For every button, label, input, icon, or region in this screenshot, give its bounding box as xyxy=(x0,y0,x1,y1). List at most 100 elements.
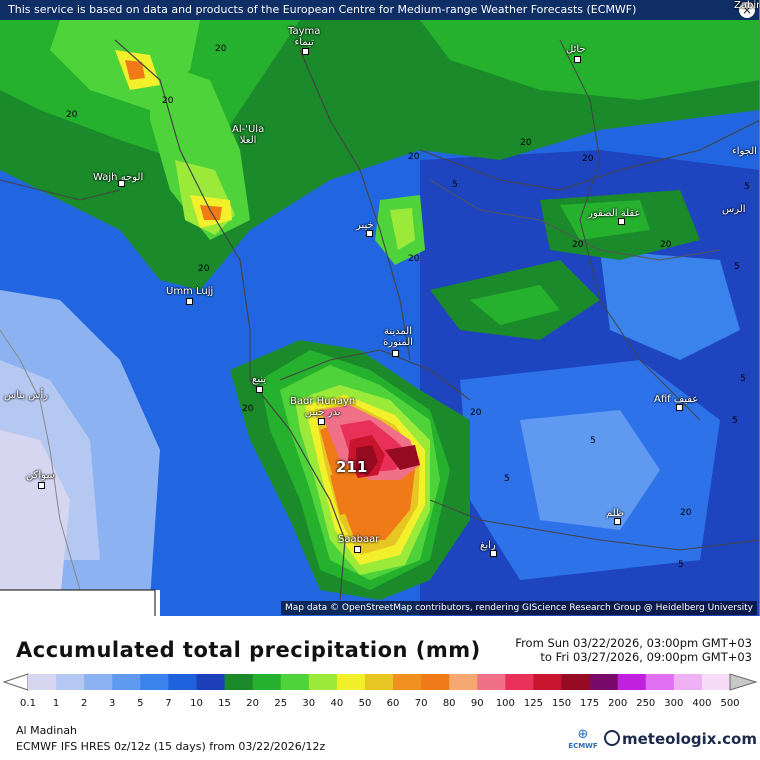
city-dot xyxy=(676,404,683,411)
meteologix-text: meteologix.com xyxy=(622,730,757,748)
scale-tick-label: 3 xyxy=(109,698,116,709)
scale-swatch xyxy=(280,674,310,690)
scale-tick-label: 1 xyxy=(52,698,60,709)
scale-swatch xyxy=(140,674,169,690)
scale-swatch xyxy=(168,674,197,690)
scale-swatch xyxy=(645,674,675,690)
scale-swatch xyxy=(617,674,647,690)
city-dot xyxy=(574,56,581,63)
contour-label: 5 xyxy=(504,474,510,484)
scale-arrow-right xyxy=(729,673,758,691)
scale-tick-label: 0.1 xyxy=(20,698,36,709)
contour-label: 5 xyxy=(452,180,458,190)
legend-title: Accumulated total precipitation (mm) xyxy=(16,638,481,662)
scale-tick-label: 2 xyxy=(80,698,88,709)
scale-tick-label: 10 xyxy=(190,698,203,709)
city-dot xyxy=(38,482,45,489)
city-dot xyxy=(256,386,263,393)
place-zalim: ظلم xyxy=(606,508,624,519)
max-precip-label: 211 xyxy=(336,458,368,476)
scale-tick-label: 500 xyxy=(720,698,740,709)
place-badr-hunayn: Badr Hunayn بدر حنين xyxy=(290,396,356,418)
scale-swatch xyxy=(477,674,506,690)
place-ar-rass: الرس xyxy=(722,204,746,215)
contour-label: 20 xyxy=(242,404,254,414)
close-icon[interactable]: × xyxy=(739,2,755,18)
scale-tick-label: 80 xyxy=(442,698,456,709)
contour-label: 20 xyxy=(198,264,210,274)
place-tayma: Tayma تيماء xyxy=(288,26,321,48)
contour-label: 20 xyxy=(680,508,692,518)
place-afif: Afif عفيف xyxy=(654,394,699,405)
ecmwf-text: ECMWF xyxy=(568,742,598,750)
scale-tick-label: 5 xyxy=(137,698,144,709)
contour-label: 20 xyxy=(572,240,584,250)
place-al-madinah: المدينة المنورة xyxy=(383,326,413,348)
scale-tick-label: 20 xyxy=(246,698,259,709)
city-dot xyxy=(392,350,399,357)
city-dot xyxy=(186,298,193,305)
scale-swatch xyxy=(701,674,731,690)
period-to: to Fri 03/27/2026, 09:00pm GMT+03 xyxy=(540,650,752,664)
scale-tick-label: 100 xyxy=(495,698,515,709)
scale-swatch xyxy=(196,674,226,690)
scale-tick-label: 70 xyxy=(414,698,428,709)
scale-tick-label: 300 xyxy=(664,698,684,709)
ecmwf-logo: ⊕ ECMWF xyxy=(566,728,600,756)
meteologix-logo[interactable]: meteologix.com xyxy=(604,730,757,748)
place-al-jiwa: الجواء xyxy=(732,146,757,157)
precipitation-map[interactable]: This service is based on data and produc… xyxy=(0,0,760,616)
contour-label: 20 xyxy=(408,152,420,162)
precipitation-field xyxy=(0,0,759,616)
contour-label: 20 xyxy=(162,96,174,106)
location-name: Al Madinah xyxy=(16,724,78,737)
scale-tick-label: 175 xyxy=(580,698,600,709)
scale-tick-label: 150 xyxy=(551,698,572,709)
scale-tick-label: 15 xyxy=(218,698,231,709)
scale-swatch xyxy=(336,674,366,690)
place-umm-lujj: Umm Lujj xyxy=(166,286,214,297)
scale-tick-label: 250 xyxy=(636,698,656,709)
scale-tick-label: 125 xyxy=(523,698,543,709)
scale-tick-label: 60 xyxy=(386,698,400,709)
city-dot xyxy=(318,418,325,425)
city-dot xyxy=(366,230,373,237)
place-ras-banas: رأس بناس xyxy=(4,390,49,401)
scale-swatch xyxy=(224,674,254,690)
place-rabigh: رابغ xyxy=(480,540,496,551)
scale-swatch xyxy=(393,674,422,690)
scale-swatch xyxy=(364,674,394,690)
scale-tick-label: 25 xyxy=(274,698,288,709)
contour-label: 20 xyxy=(215,44,227,54)
model-info: ECMWF IFS HRES 0z/12z (15 days) from 03/… xyxy=(16,740,326,753)
scale-tick-label: 200 xyxy=(608,698,628,709)
scale-arrow-left xyxy=(2,673,29,691)
meteologix-icon xyxy=(604,730,620,746)
scale-swatch xyxy=(505,674,534,690)
scale-tick-label: 50 xyxy=(358,698,372,709)
scale-swatch xyxy=(252,674,282,690)
city-dot xyxy=(118,180,125,187)
scale-tick-label: 30 xyxy=(302,698,316,709)
scale-tick-label: 90 xyxy=(470,698,484,709)
city-dot xyxy=(302,48,309,55)
place-khaybar: خيبر xyxy=(356,220,374,231)
contour-label: 20 xyxy=(66,110,78,120)
place-saabaar: Saabaar xyxy=(338,534,380,545)
contour-label: 5 xyxy=(732,416,738,426)
place-al-ula: Al-'Ula العلا xyxy=(232,124,265,146)
city-dot xyxy=(614,518,621,525)
osm-attribution[interactable]: Map data © OpenStreetMap contributors, r… xyxy=(281,601,757,615)
scale-swatch xyxy=(84,674,113,690)
scale-swatch xyxy=(56,674,85,690)
scale-tick-label: 40 xyxy=(330,698,344,709)
scale-swatch xyxy=(673,674,703,690)
scale-swatch xyxy=(449,674,478,690)
scale-tick-label: 7 xyxy=(165,698,172,709)
contour-label: 20 xyxy=(470,408,482,418)
contour-label: 5 xyxy=(734,262,740,272)
scale-swatch xyxy=(308,674,338,690)
contour-label: 20 xyxy=(660,240,672,250)
place-wajh: Wajh الوجه xyxy=(93,172,144,183)
contour-label: 5 xyxy=(678,560,684,570)
